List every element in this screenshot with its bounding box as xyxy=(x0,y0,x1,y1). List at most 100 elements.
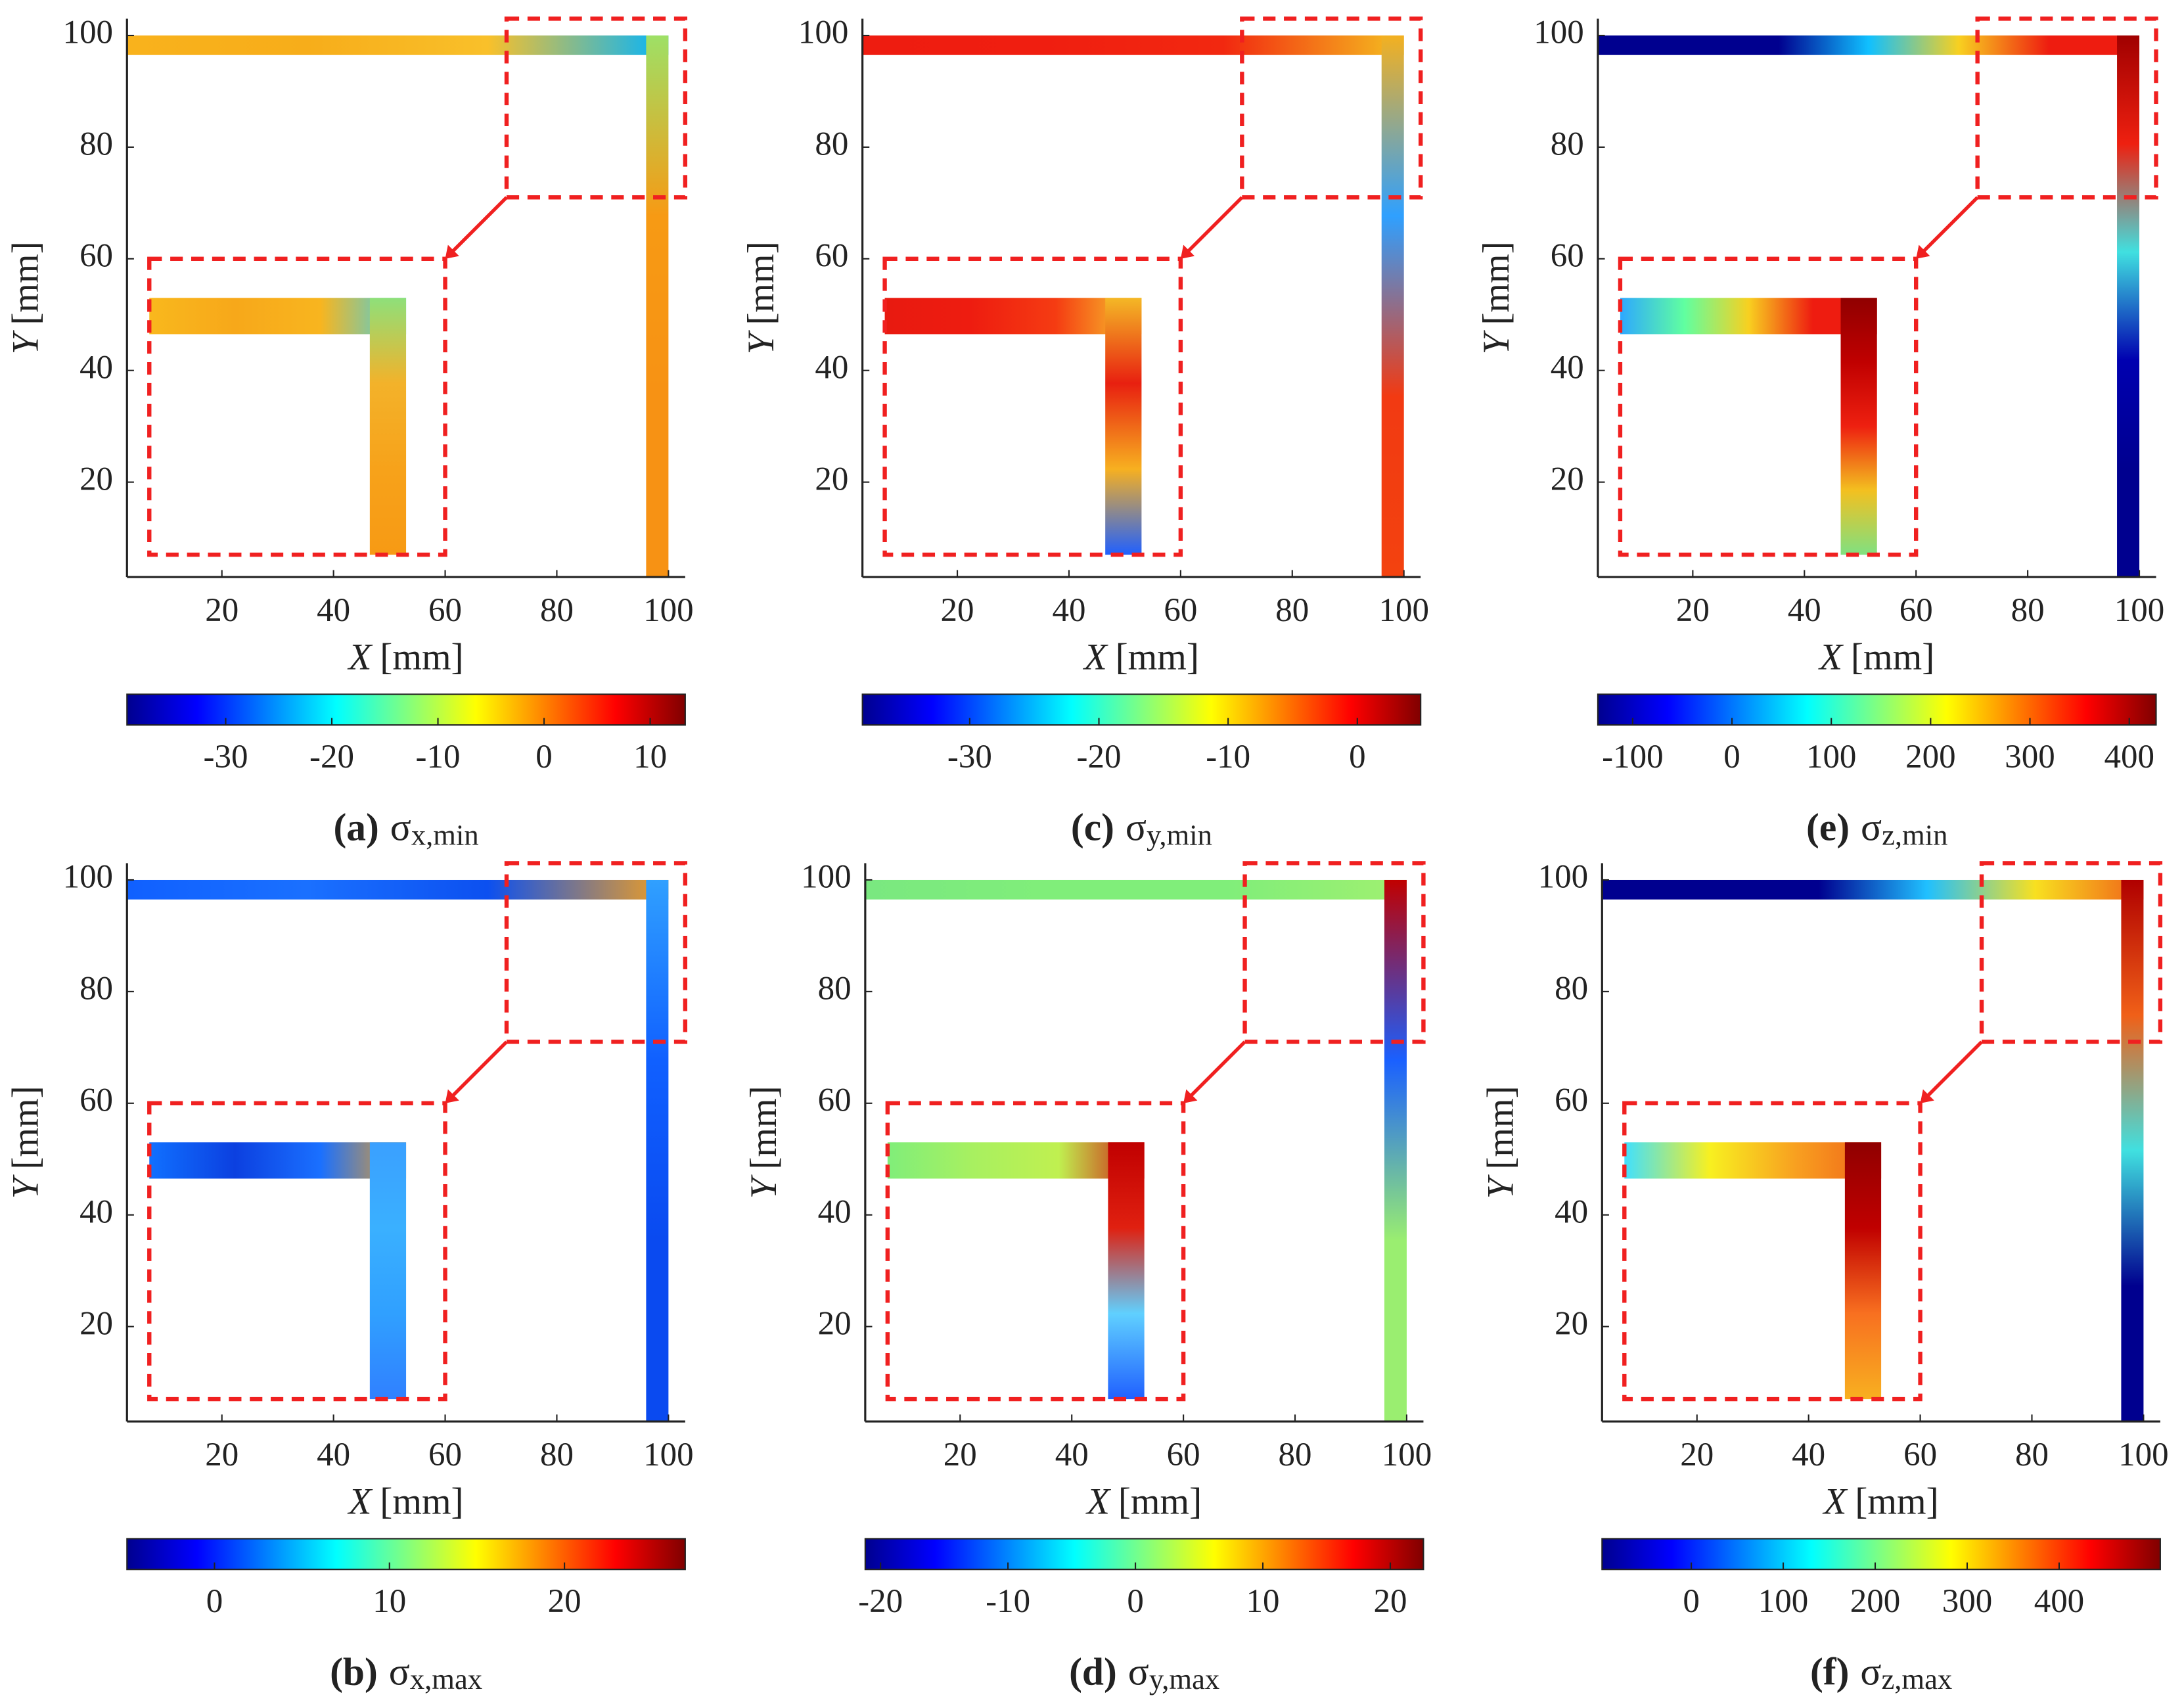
caption-label: (b) xyxy=(330,1649,378,1693)
inset-vertical xyxy=(1844,1142,1882,1400)
y-tick-label: 100 xyxy=(801,859,851,896)
y-axis-label: Y [mm] xyxy=(5,241,47,354)
colorbar-tick-label: 0 xyxy=(1349,739,1365,775)
y-tick-label: 100 xyxy=(63,859,113,896)
caption-subscript: x,max xyxy=(410,1663,482,1695)
y-label-symbol: Y xyxy=(1480,1174,1522,1199)
caption-subscript: z,min xyxy=(1882,818,1947,851)
inset-box xyxy=(147,256,447,557)
y-axis-label: Y [mm] xyxy=(5,1086,47,1199)
zoom-box xyxy=(1242,861,1426,1044)
caption: (c) σy,min xyxy=(1071,805,1212,851)
y-tick-label: 100 xyxy=(63,14,113,51)
x-label-symbol: X xyxy=(347,637,373,678)
colorbar-tick-label: -30 xyxy=(204,739,248,775)
colorbar-tick-label: 400 xyxy=(2034,1583,2084,1620)
x-axis-label: X [mm] xyxy=(1818,637,1934,678)
colorbar xyxy=(861,693,1422,726)
field-vertical xyxy=(2121,879,2144,1422)
x-label-unit: [mm] xyxy=(1118,1481,1202,1523)
x-label-symbol: X xyxy=(1818,637,1844,678)
colorbar-tick-label: 0 xyxy=(1683,1583,1699,1620)
x-tick-label: 100 xyxy=(1378,592,1428,629)
y-tick-label: 80 xyxy=(1555,971,1588,1007)
field-horizontal xyxy=(127,879,669,900)
y-axis-label: Y [mm] xyxy=(1480,1086,1522,1199)
x-tick-label: 40 xyxy=(1052,592,1085,629)
arrow-head xyxy=(445,1089,459,1103)
y-tick-label: 40 xyxy=(80,1193,113,1230)
colorbar-tick-label: 0 xyxy=(1723,739,1740,775)
caption-label: (f) xyxy=(1810,1649,1849,1693)
field-horizontal xyxy=(1602,879,2144,900)
inset-horizontal xyxy=(149,298,407,334)
x-tick-label: 60 xyxy=(1164,592,1197,629)
y-label-unit: [mm] xyxy=(743,1086,785,1169)
x-tick-label: 80 xyxy=(1279,1437,1312,1473)
x-label-symbol: X xyxy=(1083,637,1108,678)
zoom-arrow xyxy=(1185,196,1244,255)
inset-box xyxy=(1618,256,1919,557)
y-tick-label: 60 xyxy=(80,1082,113,1119)
x-label-symbol: X xyxy=(1823,1481,1848,1523)
inset-box xyxy=(147,1101,447,1402)
x-label-unit: [mm] xyxy=(1851,637,1934,678)
x-tick-label: 20 xyxy=(1680,1437,1714,1473)
caption-subscript: y,max xyxy=(1149,1663,1219,1695)
inset-box xyxy=(885,1101,1186,1402)
inset-box xyxy=(1622,1101,1922,1402)
y-label-unit: [mm] xyxy=(5,241,47,325)
colorbar-tick-label: -10 xyxy=(1206,739,1250,775)
field-vertical xyxy=(646,879,669,1422)
x-tick-label: 20 xyxy=(205,592,239,629)
x-label-symbol: X xyxy=(347,1481,373,1523)
inset-vertical xyxy=(1105,298,1142,555)
colorbar-tick-label: 0 xyxy=(206,1583,223,1620)
zoom-arrow xyxy=(1920,196,1979,255)
y-tick-label: 20 xyxy=(815,461,848,497)
y-tick-label: 20 xyxy=(1551,461,1584,497)
x-tick-label: 60 xyxy=(1903,1437,1937,1473)
y-label-symbol: Y xyxy=(5,330,47,354)
caption: (e) σz,min xyxy=(1806,805,1947,851)
y-label-unit: [mm] xyxy=(740,241,782,325)
colorbar-tick-label: -30 xyxy=(947,739,992,775)
field-horizontal xyxy=(865,879,1407,900)
y-tick-label: 40 xyxy=(1555,1193,1588,1230)
y-axis-label: Y [mm] xyxy=(743,1086,785,1199)
x-axis-label: X [mm] xyxy=(1823,1481,1939,1523)
inset-vertical xyxy=(369,1142,407,1400)
colorbar-tick-label: 200 xyxy=(1905,739,1955,775)
zoom-box xyxy=(504,861,688,1044)
zoom-arrow xyxy=(1924,1040,1983,1099)
colorbar xyxy=(864,1538,1424,1571)
inset-horizontal xyxy=(887,1142,1145,1179)
y-tick-label: 20 xyxy=(1555,1305,1588,1342)
inset-vertical xyxy=(369,298,407,555)
caption-symbol: σ xyxy=(390,805,411,848)
y-axis-label: Y [mm] xyxy=(740,241,782,354)
arrow-head xyxy=(1183,1089,1198,1103)
inset-vertical xyxy=(1108,1142,1145,1400)
colorbar-tick-label: 100 xyxy=(1806,739,1856,775)
x-tick-label: 80 xyxy=(1275,592,1309,629)
caption: (b) σx,max xyxy=(330,1649,482,1695)
colorbar xyxy=(126,1538,686,1571)
zoom-arrow xyxy=(449,1040,508,1099)
zoom-box xyxy=(1975,16,2158,200)
colorbar-tick-label: -20 xyxy=(309,739,354,775)
colorbar-tick-label: 300 xyxy=(1942,1583,1992,1620)
colorbar-tick-label: -20 xyxy=(1077,739,1122,775)
x-label-unit: [mm] xyxy=(1855,1481,1938,1523)
y-tick-label: 60 xyxy=(815,238,848,275)
inset-horizontal xyxy=(149,1142,407,1179)
colorbar-tick-label: 10 xyxy=(633,739,667,775)
field-horizontal xyxy=(127,35,669,55)
caption-symbol: σ xyxy=(1860,1649,1881,1693)
x-axis-label: X [mm] xyxy=(347,637,463,678)
arrow-head xyxy=(1916,244,1930,259)
caption: (d) σy,max xyxy=(1069,1649,1219,1695)
y-tick-label: 40 xyxy=(818,1193,852,1230)
y-tick-label: 80 xyxy=(818,971,852,1007)
